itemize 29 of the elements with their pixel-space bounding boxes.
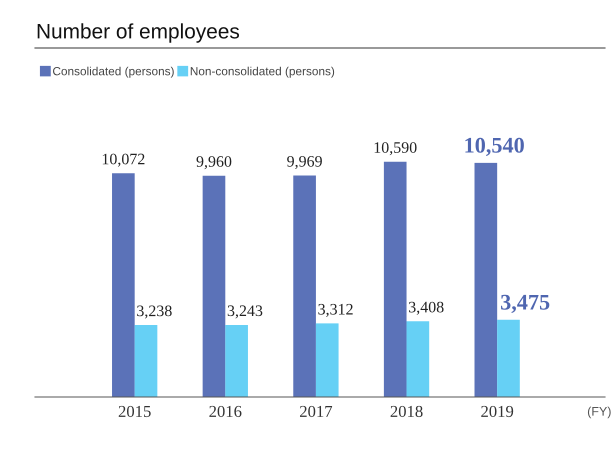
x-tick-label: 2015 (118, 406, 151, 418)
data-label: 9,960 (196, 156, 232, 170)
x-tick-label: 2018 (390, 406, 423, 418)
data-label: 9,969 (287, 156, 322, 169)
data-label: 3,238 (137, 305, 172, 319)
bar (316, 323, 339, 397)
data-label: 3,408 (409, 302, 444, 315)
bar (293, 176, 316, 397)
bar (406, 321, 430, 397)
bar (384, 162, 407, 397)
bar (134, 325, 158, 397)
bar (497, 320, 520, 397)
data-label: 3,243 (228, 305, 262, 318)
data-label: 10,540 (465, 138, 524, 156)
x-tick-label: 2019 (481, 406, 514, 418)
data-label: 3,475 (500, 294, 550, 313)
legend-label: Consolidated (persons) (53, 66, 174, 78)
legend-label: Non-consolidated (persons) (190, 66, 334, 78)
data-label: 3,312 (318, 304, 353, 317)
text: (FY) (588, 406, 611, 418)
bar (225, 324, 248, 397)
x-tick-label: 2016 (209, 406, 242, 418)
chart-title: Number of employees (38, 23, 240, 43)
bar (202, 176, 226, 397)
bar (112, 173, 135, 397)
data-label: 10,072 (102, 154, 144, 167)
data-label: 10,590 (374, 142, 417, 156)
bar (474, 162, 498, 397)
x-tick-label: 2017 (300, 406, 332, 418)
